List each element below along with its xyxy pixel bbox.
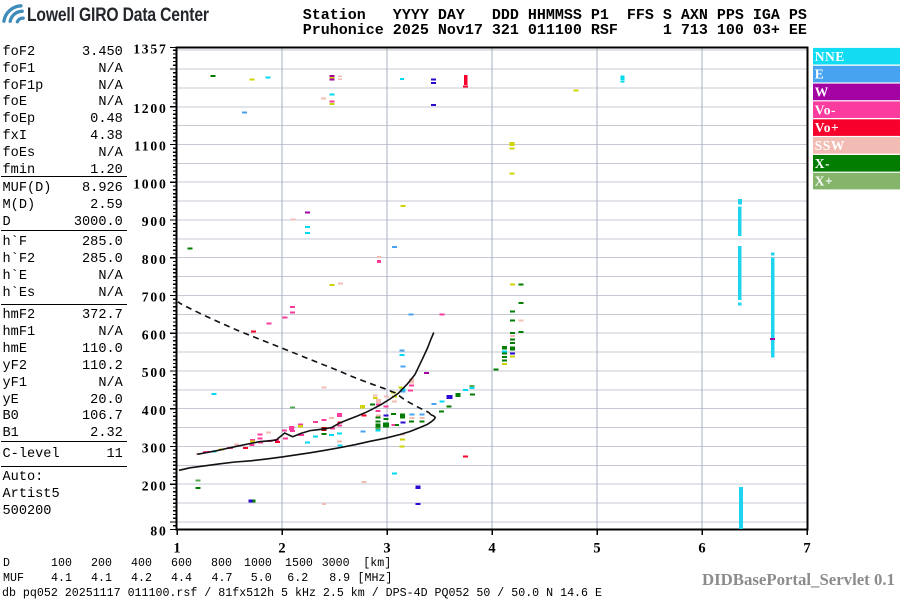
svg-text:2: 2 [278, 540, 285, 556]
svg-text:SSW: SSW [815, 138, 845, 153]
svg-text:700: 700 [142, 290, 168, 305]
svg-text:200: 200 [142, 478, 168, 493]
svg-text:E: E [815, 67, 825, 82]
svg-text:1000: 1000 [133, 176, 167, 191]
svg-text:Vo+: Vo+ [815, 120, 839, 135]
svg-text:X-: X- [815, 156, 830, 171]
svg-text:300: 300 [142, 441, 168, 456]
svg-text:1200: 1200 [133, 101, 167, 116]
svg-text:5: 5 [593, 540, 600, 556]
svg-text:1100: 1100 [134, 139, 168, 154]
svg-text:7: 7 [803, 540, 810, 556]
svg-text:800: 800 [142, 252, 168, 267]
svg-text:6: 6 [698, 540, 705, 556]
svg-text:1357: 1357 [133, 42, 167, 57]
svg-text:500: 500 [142, 365, 168, 380]
svg-text:W: W [815, 85, 829, 100]
svg-text:NNE: NNE [815, 49, 845, 64]
svg-text:3: 3 [383, 540, 390, 556]
svg-text:1: 1 [173, 540, 180, 556]
svg-text:900: 900 [142, 214, 168, 229]
svg-text:400: 400 [142, 403, 168, 418]
svg-text:600: 600 [142, 327, 168, 342]
svg-text:X+: X+ [815, 174, 833, 189]
svg-text:Vo-: Vo- [815, 102, 836, 117]
svg-text:4: 4 [488, 540, 495, 556]
svg-text:80: 80 [150, 524, 167, 539]
